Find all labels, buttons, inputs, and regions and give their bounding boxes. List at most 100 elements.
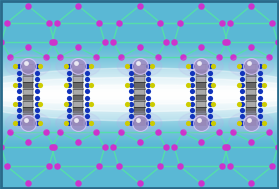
Point xyxy=(146,96,151,99)
Point xyxy=(240,115,244,118)
Bar xyxy=(73,70,83,75)
Point xyxy=(17,90,21,93)
Point xyxy=(190,121,194,124)
Point xyxy=(208,121,212,124)
Point xyxy=(67,90,71,93)
Bar xyxy=(196,101,206,107)
Point xyxy=(76,4,80,7)
Bar xyxy=(134,70,145,75)
Point xyxy=(240,71,244,74)
Point xyxy=(222,40,227,43)
Point xyxy=(85,84,89,87)
Point xyxy=(125,84,129,87)
Point xyxy=(119,131,124,134)
Point xyxy=(240,65,244,68)
Point xyxy=(208,102,212,105)
Point xyxy=(275,40,279,43)
Point xyxy=(158,165,163,168)
Ellipse shape xyxy=(243,61,259,71)
Point xyxy=(52,40,57,43)
Point xyxy=(258,65,262,68)
Point xyxy=(135,119,140,122)
Ellipse shape xyxy=(0,85,279,104)
Bar xyxy=(246,95,256,100)
Point xyxy=(76,140,80,143)
Bar xyxy=(246,82,256,88)
Point xyxy=(137,140,142,143)
Point xyxy=(128,115,133,118)
Point xyxy=(67,102,71,105)
Point xyxy=(26,46,30,49)
Ellipse shape xyxy=(126,59,153,74)
Bar xyxy=(23,82,33,88)
Point xyxy=(47,21,51,24)
Point xyxy=(146,84,151,87)
Point xyxy=(85,77,89,81)
Point xyxy=(197,62,201,65)
Point xyxy=(35,102,39,105)
Point xyxy=(225,40,230,43)
Point xyxy=(247,62,251,65)
Point xyxy=(211,121,216,124)
Point xyxy=(76,65,80,68)
Point xyxy=(181,131,185,134)
Point xyxy=(240,90,244,93)
Point xyxy=(76,121,80,124)
Ellipse shape xyxy=(0,68,279,121)
Point xyxy=(128,102,133,105)
Point xyxy=(197,119,201,122)
Point xyxy=(13,84,18,87)
Point xyxy=(240,102,244,105)
Point xyxy=(116,21,121,24)
Bar xyxy=(23,95,33,100)
Point xyxy=(85,90,89,93)
Ellipse shape xyxy=(229,55,273,77)
Point xyxy=(155,55,160,58)
Point xyxy=(172,40,177,43)
Ellipse shape xyxy=(14,115,42,130)
Point xyxy=(128,77,133,81)
Point xyxy=(94,55,98,58)
Bar xyxy=(134,95,145,100)
Point xyxy=(88,65,93,68)
Point xyxy=(199,46,203,49)
Point xyxy=(125,121,129,124)
Point xyxy=(26,140,30,143)
Point xyxy=(13,121,18,124)
Ellipse shape xyxy=(187,59,215,74)
Point xyxy=(35,65,39,68)
Point xyxy=(199,4,203,7)
Bar xyxy=(73,95,83,100)
Bar xyxy=(73,82,83,88)
Point xyxy=(55,165,59,168)
Point xyxy=(58,131,62,134)
Point xyxy=(146,121,151,124)
Point xyxy=(181,55,185,58)
Point xyxy=(55,21,59,24)
Point xyxy=(35,71,39,74)
Point xyxy=(208,65,212,68)
Point xyxy=(35,115,39,118)
Point xyxy=(8,131,12,134)
Point xyxy=(146,65,151,68)
Ellipse shape xyxy=(14,59,42,74)
Point xyxy=(186,121,191,124)
Bar xyxy=(196,107,206,113)
Point xyxy=(190,115,194,118)
Point xyxy=(5,21,9,24)
Ellipse shape xyxy=(56,112,100,134)
Point xyxy=(128,71,133,74)
Point xyxy=(17,65,21,68)
Point xyxy=(228,21,232,24)
Point xyxy=(67,65,71,68)
Point xyxy=(236,65,241,68)
Point xyxy=(26,121,30,124)
Bar xyxy=(134,89,145,94)
Bar xyxy=(73,114,83,119)
Point xyxy=(38,84,43,87)
Point xyxy=(35,77,39,81)
Ellipse shape xyxy=(131,118,148,128)
Ellipse shape xyxy=(0,90,279,99)
Point xyxy=(199,65,203,68)
Point xyxy=(97,165,101,168)
